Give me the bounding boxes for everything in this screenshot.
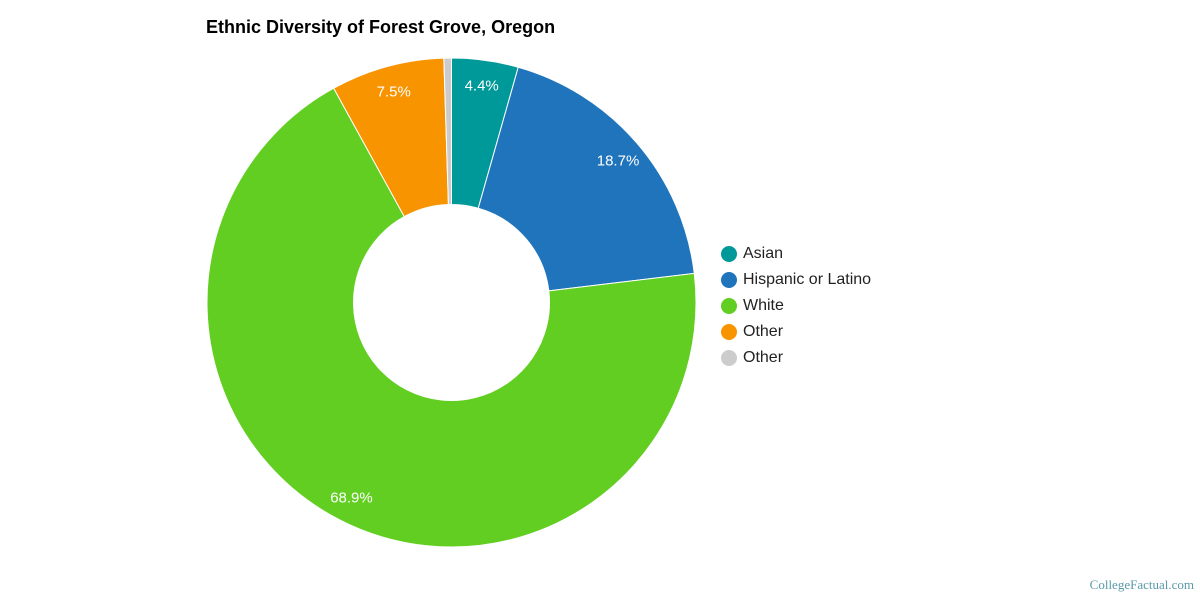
data-label: 7.5% bbox=[377, 83, 411, 100]
legend-swatch bbox=[721, 272, 737, 288]
data-label: 4.4% bbox=[465, 78, 499, 95]
data-label: 68.9% bbox=[330, 489, 373, 506]
legend-label: Hispanic or Latino bbox=[743, 271, 872, 288]
data-label: 18.7% bbox=[597, 152, 640, 169]
chart-title: Ethnic Diversity of Forest Grove, Oregon bbox=[206, 17, 556, 37]
legend-label: Other bbox=[743, 349, 784, 366]
legend-swatch bbox=[721, 324, 737, 340]
legend-label: Other bbox=[743, 323, 784, 340]
legend-swatch bbox=[721, 298, 737, 314]
slice-other bbox=[443, 57, 452, 206]
legend-item[interactable]: Hispanic or Latino bbox=[721, 267, 871, 293]
legend-label: White bbox=[743, 297, 784, 314]
slice-white bbox=[206, 87, 697, 548]
legend-item[interactable]: Asian bbox=[721, 241, 871, 267]
legend-item[interactable]: Other bbox=[721, 319, 871, 345]
legend-swatch bbox=[721, 350, 737, 366]
legend-item[interactable]: White bbox=[721, 293, 871, 319]
legend: Asian Hispanic or Latino White Other Other bbox=[721, 241, 871, 371]
watermark: CollegeFactual.com bbox=[1089, 577, 1194, 592]
legend-label: Asian bbox=[743, 245, 784, 262]
legend-swatch bbox=[721, 246, 737, 262]
legend-item[interactable]: Other bbox=[721, 345, 871, 371]
slice-hispanic-or-latino bbox=[477, 66, 695, 292]
